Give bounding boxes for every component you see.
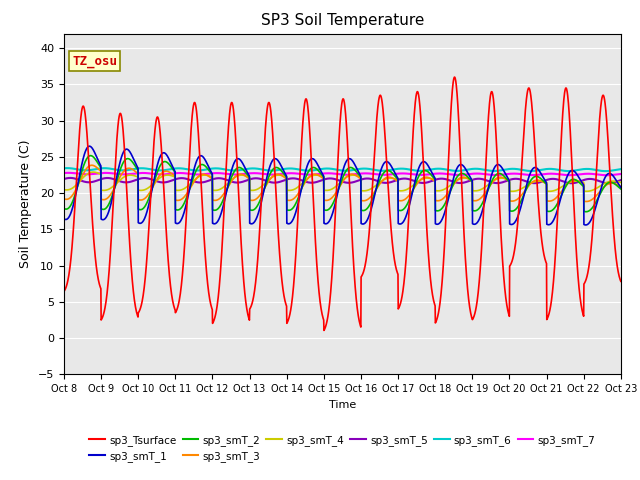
sp3_smT_7 — [216, 170, 223, 176]
sp3_smT_5 — [504, 178, 512, 183]
sp3_smT_5 — [605, 180, 612, 186]
sp3_smT_3 — [617, 183, 625, 189]
sp3_smT_3 — [371, 189, 379, 194]
Line: sp3_smT_6: sp3_smT_6 — [64, 168, 621, 171]
sp3_smT_1 — [60, 216, 68, 222]
sp3_smT_1 — [86, 144, 93, 149]
sp3_smT_7 — [617, 171, 625, 177]
sp3_smT_1 — [617, 184, 625, 190]
sp3_smT_3 — [584, 199, 591, 204]
sp3_smT_4 — [508, 189, 516, 194]
sp3_Tsurface — [451, 74, 458, 80]
sp3_smT_7 — [65, 170, 72, 176]
X-axis label: Time: Time — [329, 400, 356, 409]
sp3_Tsurface — [359, 271, 367, 277]
sp3_Tsurface — [60, 288, 68, 294]
sp3_Tsurface — [371, 145, 379, 151]
sp3_smT_6 — [359, 166, 367, 171]
sp3_smT_1 — [216, 215, 223, 221]
sp3_smT_6 — [504, 166, 512, 172]
sp3_Tsurface — [320, 327, 328, 333]
sp3_smT_3 — [582, 199, 590, 204]
sp3_smT_6 — [617, 166, 625, 172]
sp3_smT_4 — [359, 188, 367, 194]
sp3_Tsurface — [617, 278, 625, 284]
sp3_smT_4 — [90, 169, 97, 175]
sp3_smT_7 — [371, 171, 379, 177]
sp3_smT_1 — [582, 222, 589, 228]
sp3_Tsurface — [568, 164, 576, 170]
Line: sp3_smT_4: sp3_smT_4 — [64, 172, 621, 192]
Line: sp3_smT_2: sp3_smT_2 — [64, 156, 621, 212]
sp3_smT_3 — [504, 178, 512, 183]
sp3_smT_6 — [216, 166, 223, 171]
sp3_smT_1 — [359, 221, 367, 227]
sp3_smT_3 — [216, 196, 223, 202]
sp3_smT_2 — [584, 209, 591, 215]
sp3_smT_2 — [617, 186, 625, 192]
sp3_smT_6 — [568, 168, 575, 174]
sp3_smT_5 — [617, 177, 625, 183]
sp3_smT_4 — [60, 187, 68, 192]
sp3_smT_3 — [88, 162, 96, 168]
sp3_smT_3 — [359, 198, 367, 204]
sp3_smT_4 — [371, 183, 379, 189]
sp3_smT_5 — [60, 176, 68, 182]
Text: TZ_osu: TZ_osu — [72, 55, 117, 68]
sp3_smT_2 — [504, 178, 512, 184]
sp3_smT_4 — [584, 188, 591, 194]
sp3_Tsurface — [216, 284, 223, 290]
sp3_smT_2 — [60, 205, 68, 211]
sp3_smT_7 — [60, 170, 68, 176]
sp3_smT_5 — [371, 177, 379, 183]
sp3_smT_5 — [359, 176, 367, 182]
Line: sp3_smT_5: sp3_smT_5 — [64, 178, 621, 183]
sp3_smT_1 — [504, 176, 512, 182]
sp3_smT_6 — [584, 166, 591, 172]
sp3_smT_4 — [617, 180, 625, 185]
sp3_smT_1 — [568, 168, 575, 173]
sp3_smT_5 — [568, 180, 575, 186]
Line: sp3_smT_3: sp3_smT_3 — [64, 165, 621, 202]
sp3_Tsurface — [505, 311, 513, 317]
sp3_smT_7 — [504, 171, 512, 177]
sp3_smT_3 — [568, 178, 575, 183]
sp3_smT_2 — [568, 177, 575, 182]
sp3_smT_4 — [216, 187, 223, 192]
Line: sp3_smT_7: sp3_smT_7 — [64, 173, 621, 175]
sp3_smT_7 — [603, 172, 611, 178]
Y-axis label: Soil Temperature (C): Soil Temperature (C) — [19, 140, 33, 268]
sp3_smT_7 — [584, 171, 591, 177]
sp3_Tsurface — [584, 271, 591, 277]
sp3_smT_7 — [359, 170, 367, 176]
sp3_smT_1 — [584, 222, 591, 228]
sp3_smT_1 — [371, 192, 379, 197]
sp3_smT_6 — [371, 167, 379, 173]
sp3_smT_3 — [60, 196, 68, 202]
sp3_smT_5 — [67, 175, 74, 181]
Legend: sp3_Tsurface, sp3_smT_1, sp3_smT_2, sp3_smT_3, sp3_smT_4, sp3_smT_5, sp3_smT_6, : sp3_Tsurface, sp3_smT_1, sp3_smT_2, sp3_… — [85, 431, 600, 466]
Title: SP3 Soil Temperature: SP3 Soil Temperature — [260, 13, 424, 28]
sp3_smT_7 — [568, 172, 575, 178]
sp3_smT_5 — [584, 176, 591, 182]
sp3_smT_2 — [216, 204, 223, 210]
sp3_smT_2 — [582, 209, 590, 215]
sp3_smT_6 — [602, 168, 609, 174]
sp3_smT_5 — [216, 175, 223, 181]
Line: sp3_Tsurface: sp3_Tsurface — [64, 77, 621, 330]
sp3_smT_6 — [60, 166, 68, 171]
sp3_smT_2 — [371, 191, 379, 196]
sp3_smT_2 — [87, 153, 95, 158]
sp3_smT_6 — [63, 165, 71, 171]
sp3_smT_2 — [359, 208, 367, 214]
sp3_smT_4 — [504, 177, 512, 182]
sp3_smT_4 — [568, 179, 576, 184]
Line: sp3_smT_1: sp3_smT_1 — [64, 146, 621, 225]
